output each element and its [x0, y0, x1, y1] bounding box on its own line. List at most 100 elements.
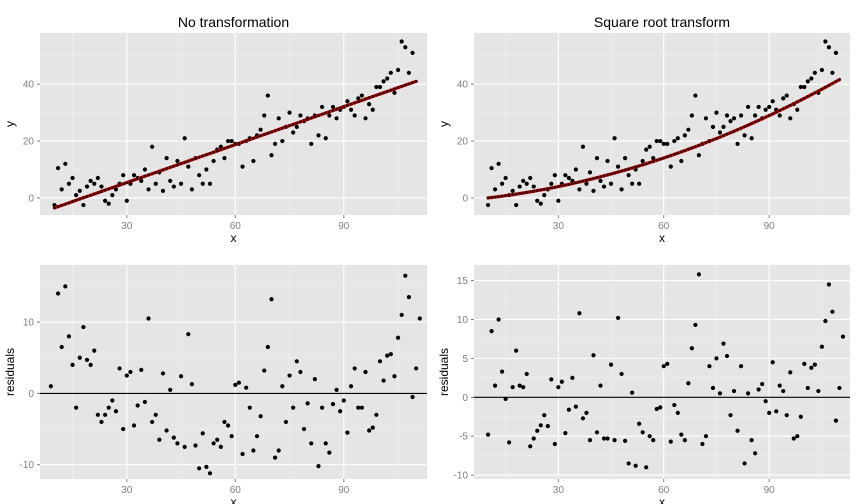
data-point — [395, 67, 401, 73]
data-point — [272, 455, 278, 460]
fit-point — [371, 95, 375, 99]
fit-point — [121, 182, 125, 186]
y-axis-title: residuals — [437, 348, 451, 396]
data-point — [262, 113, 267, 118]
fit-point — [732, 129, 736, 133]
x-axis-title: x — [659, 231, 665, 245]
fit-point — [679, 150, 683, 154]
data-point — [301, 426, 307, 432]
fit-point — [99, 189, 103, 193]
data-point — [240, 164, 245, 169]
data-point — [323, 441, 328, 446]
data-point — [693, 93, 698, 98]
data-point — [229, 138, 234, 144]
fit-point — [324, 111, 328, 115]
fit-point — [139, 176, 143, 180]
fit-point — [392, 87, 396, 91]
data-point — [735, 141, 740, 147]
data-point — [500, 369, 505, 374]
data-point — [728, 119, 733, 124]
fit-point — [609, 172, 613, 176]
data-point — [580, 416, 586, 421]
data-point — [74, 192, 79, 198]
data-point — [566, 175, 571, 181]
data-point — [826, 282, 832, 287]
fit-point — [507, 193, 511, 197]
data-point — [784, 93, 789, 98]
data-point — [95, 412, 100, 417]
data-point — [182, 136, 187, 141]
data-point — [686, 127, 691, 132]
data-point — [781, 388, 786, 394]
fit-point — [760, 117, 764, 121]
fit-point — [599, 175, 603, 179]
fit-point — [353, 101, 357, 105]
data-point — [200, 181, 205, 186]
fit-point — [331, 108, 335, 112]
data-point — [679, 432, 684, 437]
x-tick-label: 60 — [230, 221, 242, 232]
chart-panel-3: 30 60 90 -10 0 10 x residuals — [3, 265, 427, 504]
data-point — [749, 437, 754, 443]
data-point — [538, 201, 543, 206]
data-point — [392, 90, 397, 95]
x-tick-label: 30 — [553, 221, 565, 232]
fit-point — [767, 114, 771, 118]
data-point — [276, 448, 281, 453]
data-point — [117, 366, 122, 371]
data-point — [647, 144, 652, 149]
data-point — [496, 161, 501, 166]
fit-point — [212, 150, 216, 154]
fit-point — [528, 190, 532, 194]
fit-point — [382, 91, 386, 95]
data-point — [802, 84, 807, 90]
data-point — [795, 107, 800, 112]
data-point — [700, 441, 705, 447]
data-point — [146, 187, 151, 192]
fit-point — [521, 191, 525, 195]
data-point — [682, 437, 687, 443]
data-point — [608, 362, 614, 367]
data-point — [99, 419, 104, 425]
data-point — [545, 423, 550, 429]
fit-point — [567, 182, 571, 186]
panel-background — [474, 265, 850, 479]
data-point — [410, 50, 415, 56]
fit-point — [385, 89, 389, 93]
fit-point — [103, 188, 107, 192]
fit-point — [665, 155, 669, 159]
fit-point — [81, 196, 85, 200]
data-point — [577, 187, 582, 192]
data-point — [507, 440, 512, 445]
data-point — [615, 164, 621, 169]
data-point — [658, 138, 663, 144]
data-point — [160, 371, 166, 376]
fit-point — [114, 184, 118, 188]
data-point — [623, 438, 628, 443]
data-point — [728, 413, 733, 418]
data-point — [524, 181, 529, 186]
data-point — [798, 84, 803, 90]
x-tick-label: 90 — [764, 485, 776, 496]
data-point — [207, 471, 213, 476]
data-point — [485, 202, 491, 208]
data-point — [770, 360, 775, 365]
data-point — [77, 188, 82, 193]
data-point — [633, 463, 638, 468]
fit-point — [500, 194, 504, 198]
fit-point — [837, 78, 841, 82]
fit-point — [197, 155, 201, 159]
fit-point — [400, 84, 404, 88]
data-point — [619, 371, 624, 377]
fit-point — [823, 85, 827, 89]
fit-point — [493, 195, 497, 199]
fit-point — [154, 170, 158, 174]
data-point — [566, 407, 571, 412]
fit-point — [553, 185, 557, 189]
data-point — [703, 116, 709, 121]
data-point — [696, 153, 701, 158]
data-point — [830, 309, 835, 314]
fit-point — [577, 180, 581, 184]
fit-point — [269, 130, 273, 134]
fit-point — [581, 179, 585, 183]
